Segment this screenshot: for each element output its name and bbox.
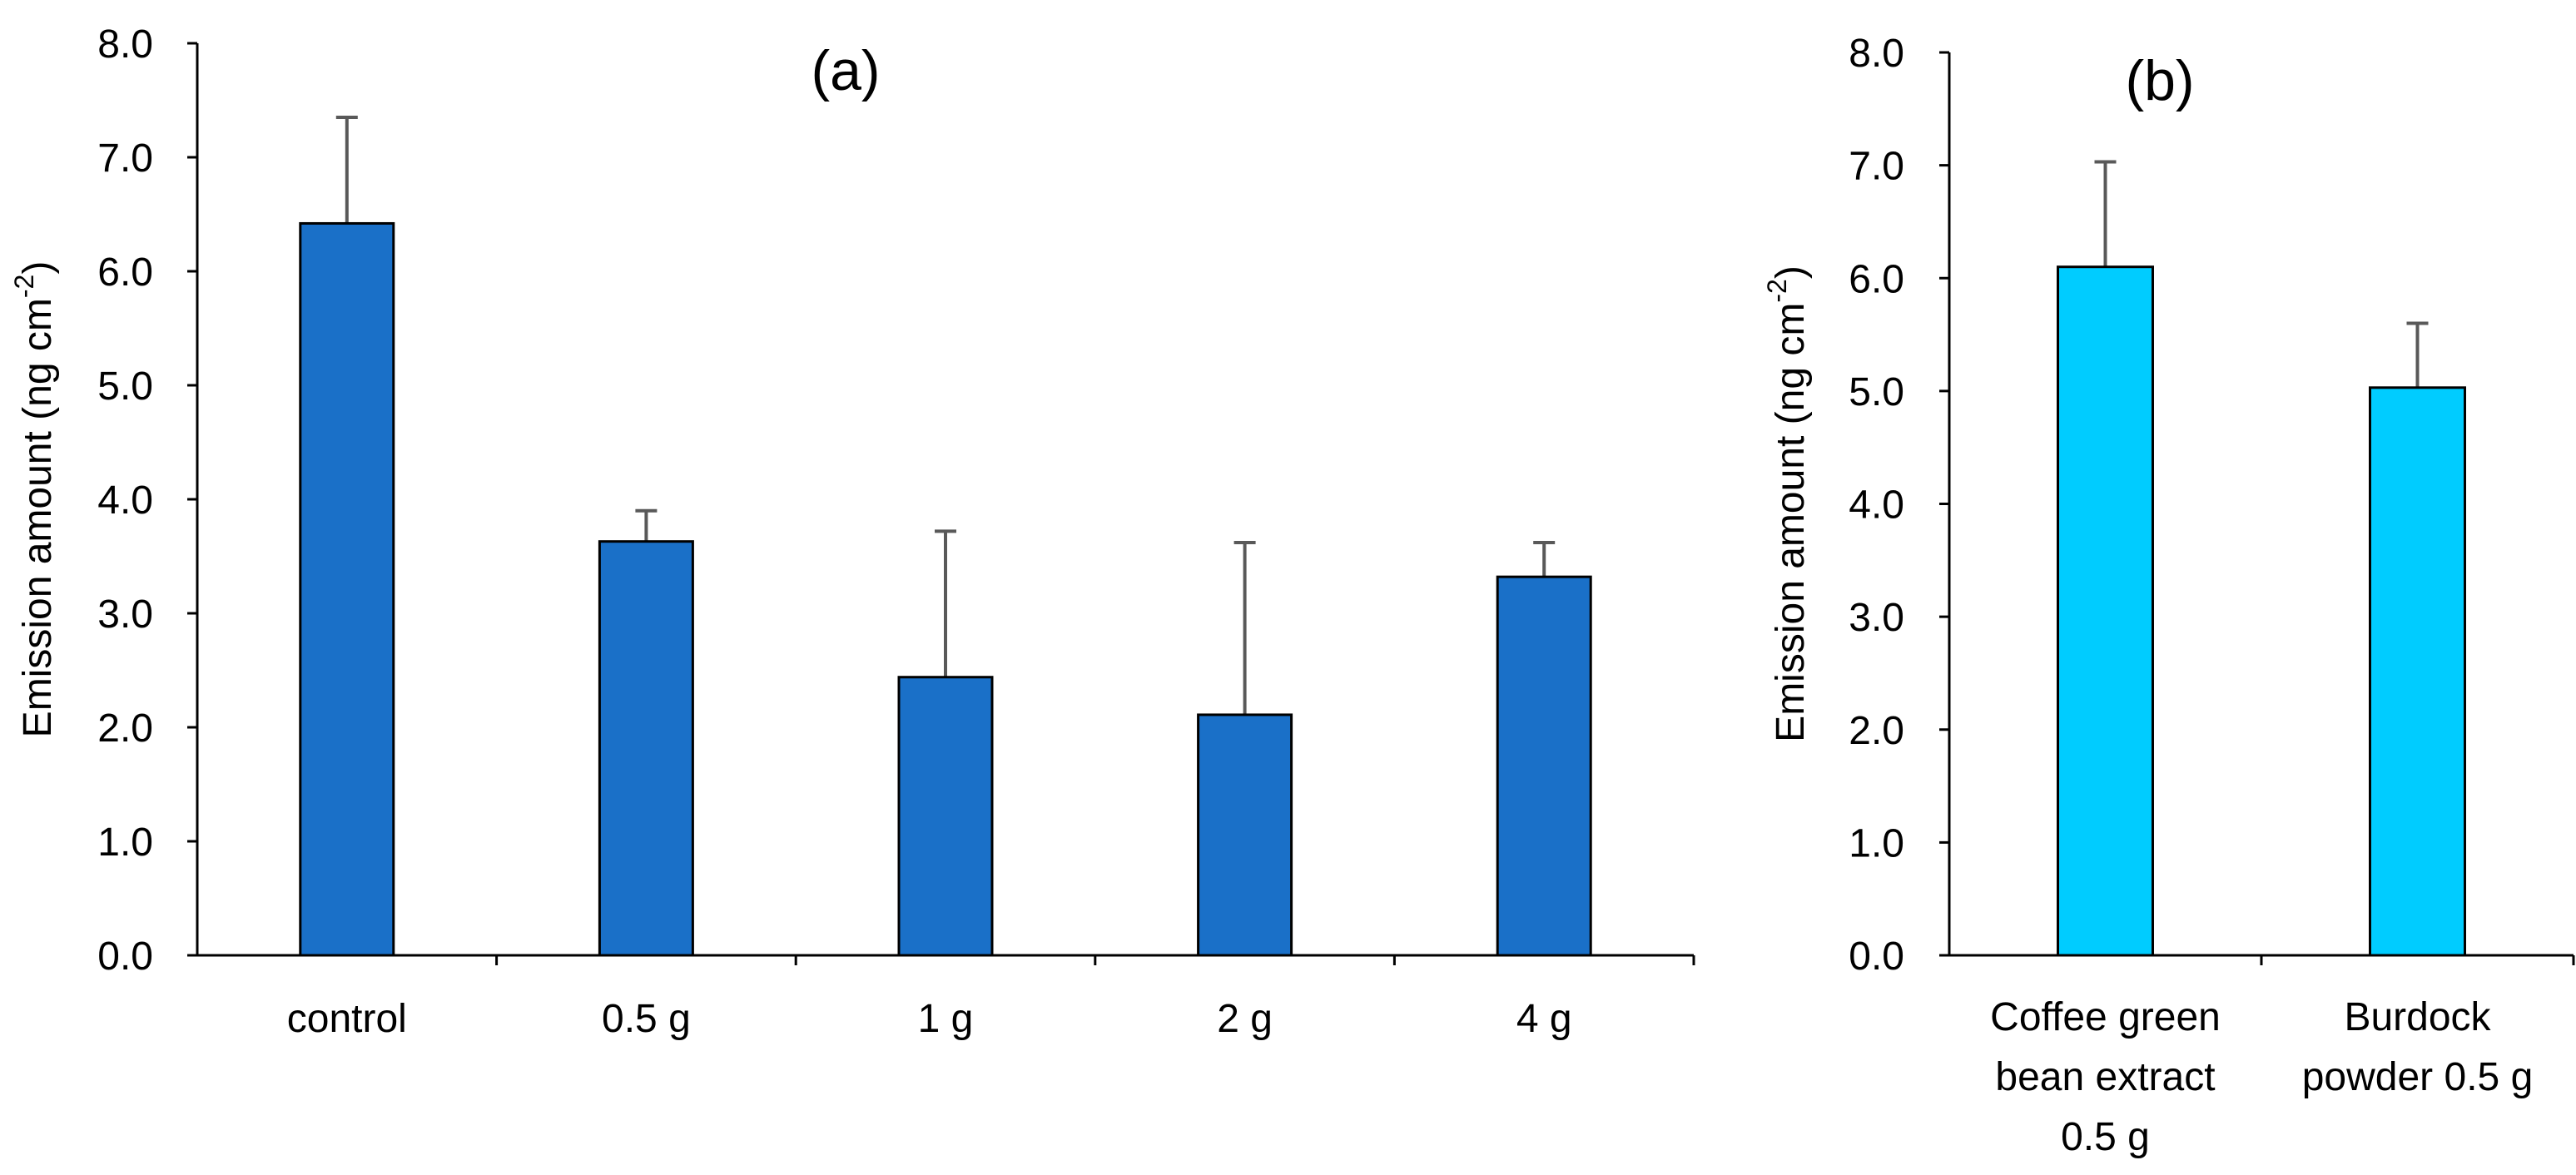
y-axis-title-sup-b: -2 (1762, 279, 1792, 302)
category-label-a-3: 2 g (1217, 997, 1273, 1041)
panel-a-chart: 0.0 1.0 2.0 3.0 4.0 5.0 6.0 7.0 8.0 control 0.5 g 1… (9, 22, 1695, 1041)
y-tick-label-a-5: 5.0 (97, 364, 153, 409)
category-label-a-0: control (287, 997, 407, 1041)
y-tick-label-b-0: 0.0 (1849, 935, 1904, 979)
y-tick-label-b-4: 4.0 (1849, 483, 1904, 528)
bar-a-1 (598, 540, 694, 957)
y-tick-label-b-5: 5.0 (1849, 370, 1904, 414)
y-tick-label-a-1: 1.0 (97, 821, 153, 865)
category-label-b-0-1: bean extract (1995, 1055, 2215, 1099)
y-tick-label-b-2: 2.0 (1849, 709, 1904, 753)
y-axis-title-b: Emission amount (ng cm-2) (1762, 265, 1812, 742)
category-label-b-1-1: powder 0.5 g (2302, 1055, 2534, 1099)
bar-b-1 (2369, 386, 2466, 957)
category-label-b-0-0: Coffee green (1990, 995, 2221, 1039)
y-axis-title-text-a: Emission amount (ng cm (16, 298, 60, 737)
y-axis-title-close-a: ) (16, 261, 60, 275)
category-label-b-1-0: Burdock (2344, 995, 2491, 1039)
category-label-a-2: 1 g (918, 997, 974, 1041)
category-label-b-0-2: 0.5 g (2061, 1115, 2150, 1159)
y-tick-label-a-3: 3.0 (97, 592, 153, 637)
bar-a-2 (897, 676, 994, 957)
y-tick-label-b-7: 7.0 (1849, 145, 1904, 189)
panel-b-chart: 0.0 1.0 2.0 3.0 4.0 5.0 6.0 7.0 8.0 Coffee green b… (1762, 32, 2575, 1159)
y-tick-label-a-4: 4.0 (97, 478, 153, 523)
panel-label-b: (b) (2125, 49, 2194, 112)
bar-b-0 (2057, 265, 2154, 957)
category-label-a-4: 4 g (1516, 997, 1572, 1041)
y-tick-label-a-0: 0.0 (97, 935, 153, 979)
y-axis-title-close-b: ) (1769, 265, 1813, 279)
bar-a-0 (299, 221, 395, 957)
y-tick-label-a-2: 2.0 (97, 706, 153, 751)
y-tick-label-a-6: 6.0 (97, 250, 153, 295)
y-tick-label-a-7: 7.0 (97, 136, 153, 181)
panel-label-a: (a) (811, 39, 880, 102)
y-axis-title-text-b: Emission amount (ng cm (1769, 303, 1813, 742)
y-tick-label-b-8: 8.0 (1849, 32, 1904, 76)
y-tick-label-b-1: 1.0 (1849, 821, 1904, 865)
bar-a-4 (1496, 575, 1592, 957)
y-axis-title-a: Emission amount (ng cm-2) (9, 261, 59, 738)
y-tick-label-a-8: 8.0 (97, 22, 153, 67)
y-tick-label-b-6: 6.0 (1849, 257, 1904, 301)
bar-a-3 (1197, 713, 1293, 957)
y-axis-title-sup-a: -2 (9, 275, 39, 298)
y-tick-label-b-3: 3.0 (1849, 596, 1904, 640)
category-label-a-1: 0.5 g (602, 997, 691, 1041)
